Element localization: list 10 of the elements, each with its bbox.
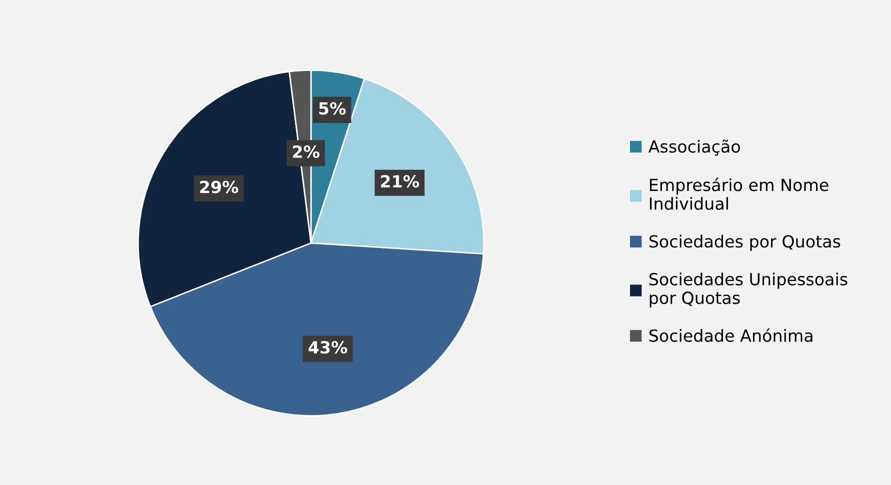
data-label: 43% xyxy=(308,341,348,354)
legend-label: Empresário em Nome Individual xyxy=(650,178,828,210)
data-label: 5% xyxy=(319,102,346,115)
legend-label: Associação xyxy=(648,140,740,156)
data-label: 2% xyxy=(292,145,320,158)
data-label: 29% xyxy=(200,180,238,194)
legend-label: Sociedade Anónima xyxy=(649,328,812,342)
legend-label: Sociedades Unipessoais por Quotas xyxy=(649,272,848,308)
data-label: 21% xyxy=(380,175,420,188)
legend-label: Sociedades por Quotas xyxy=(649,234,840,251)
